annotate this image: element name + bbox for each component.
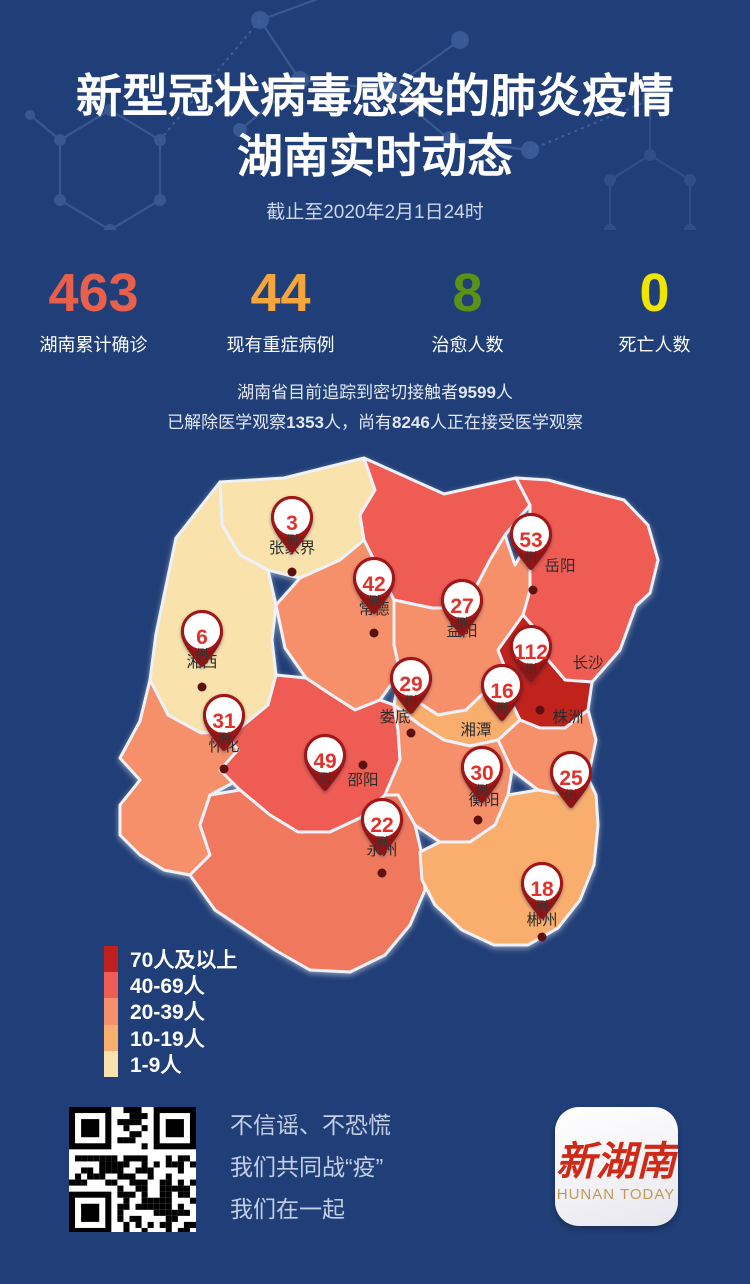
svg-text:例: 例	[525, 550, 537, 564]
svg-text:例: 例	[476, 783, 488, 797]
svg-text:16: 16	[490, 680, 513, 703]
svg-text:3: 3	[286, 512, 298, 535]
svg-text:例: 例	[368, 594, 380, 608]
svg-text:湘潭: 湘潭	[460, 721, 491, 739]
svg-text:例: 例	[565, 788, 577, 802]
svg-text:22: 22	[370, 814, 393, 837]
svg-text:例: 例	[218, 731, 230, 745]
svg-text:例: 例	[496, 701, 508, 715]
svg-text:30: 30	[470, 762, 493, 785]
svg-text:娄底: 娄底	[379, 708, 410, 726]
svg-text:6: 6	[196, 626, 208, 649]
svg-text:42: 42	[362, 573, 385, 596]
svg-text:112: 112	[514, 641, 548, 664]
svg-text:例: 例	[319, 771, 331, 785]
svg-text:HUNAN TODAY: HUNAN TODAY	[557, 1186, 676, 1203]
svg-text:例: 例	[536, 899, 548, 913]
svg-text:31: 31	[212, 710, 236, 733]
svg-text:例: 例	[525, 662, 537, 676]
svg-text:27: 27	[450, 595, 473, 618]
svg-text:25: 25	[559, 767, 583, 790]
svg-text:例: 例	[286, 533, 298, 547]
svg-text:例: 例	[376, 835, 388, 849]
svg-text:长沙: 长沙	[572, 654, 603, 672]
svg-text:例: 例	[456, 616, 468, 630]
svg-text:53: 53	[519, 529, 542, 552]
svg-text:18: 18	[530, 878, 554, 901]
svg-text:例: 例	[405, 694, 417, 708]
svg-text:29: 29	[399, 673, 422, 696]
svg-text:49: 49	[313, 750, 336, 773]
svg-text:例: 例	[196, 647, 208, 661]
svg-text:邵阳: 邵阳	[347, 771, 378, 789]
svg-text:岳阳: 岳阳	[544, 557, 575, 575]
svg-text:新湖南: 新湖南	[556, 1140, 678, 1184]
svg-text:株洲: 株洲	[552, 708, 583, 726]
